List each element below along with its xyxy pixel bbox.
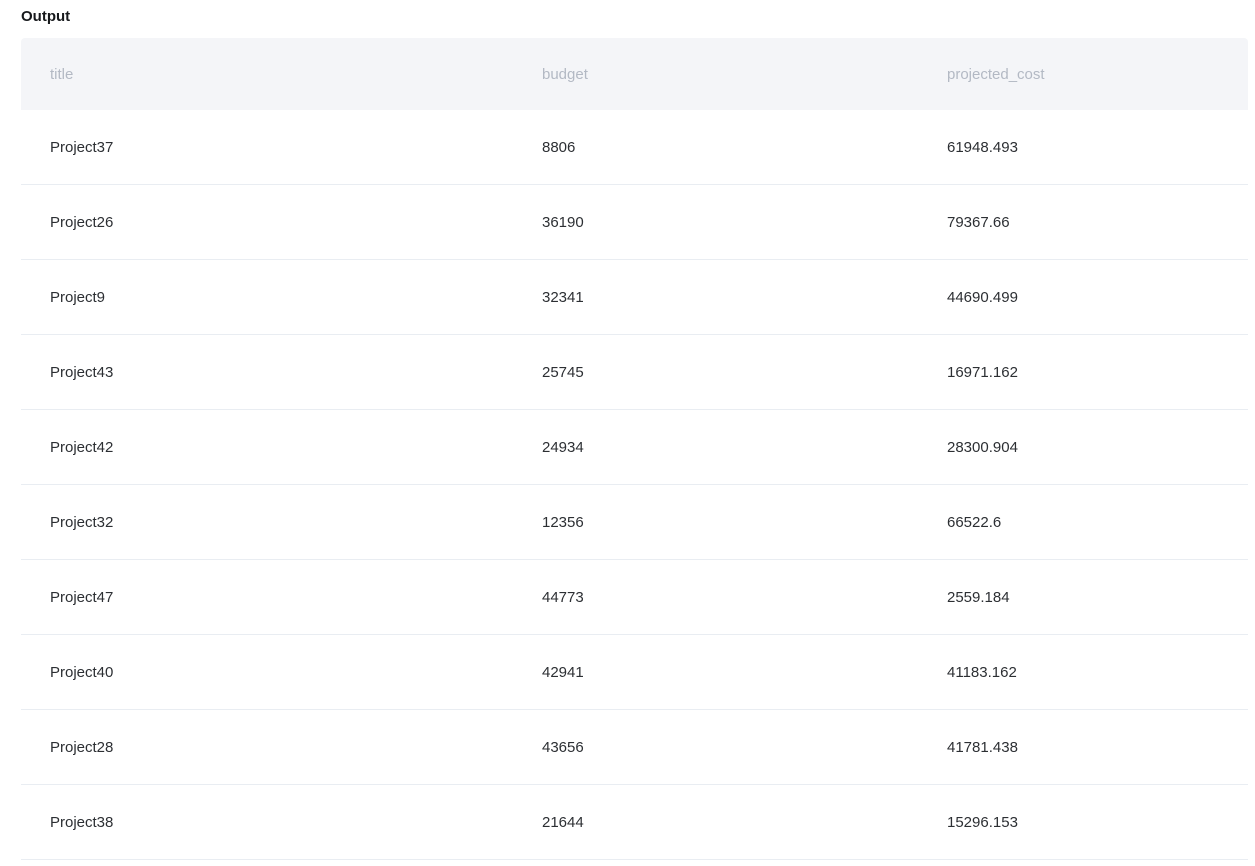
cell-projected_cost: 2559.184 xyxy=(947,588,1010,606)
cell-title: Project26 xyxy=(50,213,114,231)
output-heading: Output xyxy=(21,8,71,25)
cell-budget: 12356 xyxy=(542,513,584,531)
table-row: Project38 21644 15296.153 xyxy=(21,785,1248,860)
cell-title: Project28 xyxy=(50,738,114,756)
column-header-title: title xyxy=(50,65,74,83)
cell-projected_cost: 41781.438 xyxy=(947,738,1018,756)
table-row: Project32 12356 66522.6 xyxy=(21,485,1248,560)
cell-projected_cost: 61948.493 xyxy=(947,138,1018,156)
table-row: Project9 32341 44690.499 xyxy=(21,260,1248,335)
cell-title: Project42 xyxy=(50,438,114,456)
cell-projected_cost: 41183.162 xyxy=(947,663,1017,681)
table-row: Project26 36190 79367.66 xyxy=(21,185,1248,260)
cell-budget: 8806 xyxy=(542,138,576,156)
cell-title: Project9 xyxy=(50,288,106,306)
cell-budget: 21644 xyxy=(542,813,584,831)
table-row: Project40 42941 41183.162 xyxy=(21,635,1248,710)
table-header-row: title budget projected_cost xyxy=(21,38,1248,110)
cell-budget: 32341 xyxy=(542,288,584,306)
table-row: Project37 8806 61948.493 xyxy=(21,110,1248,185)
cell-projected_cost: 28300.904 xyxy=(947,438,1018,456)
cell-title: Project37 xyxy=(50,138,114,156)
table-row: Project43 25745 16971.162 xyxy=(21,335,1248,410)
cell-projected_cost: 16971.162 xyxy=(947,363,1018,381)
cell-title: Project40 xyxy=(50,663,114,681)
cell-projected_cost: 66522.6 xyxy=(947,513,1002,531)
cell-title: Project43 xyxy=(50,363,114,381)
output-table[interactable]: title budget projected_cost Project37 8806 6… xyxy=(21,38,1248,860)
cell-title: Project47 xyxy=(50,588,114,606)
cell-projected_cost: 15296.153 xyxy=(947,813,1018,831)
cell-budget: 43656 xyxy=(542,738,584,756)
table-row: Project47 44773 2559.184 xyxy=(21,560,1248,635)
column-header-projected_cost: projected_cost xyxy=(947,65,1045,83)
cell-title: Project32 xyxy=(50,513,114,531)
cell-projected_cost: 79367.66 xyxy=(947,213,1010,231)
column-header-budget: budget xyxy=(542,65,588,83)
cell-budget: 36190 xyxy=(542,213,584,231)
cell-budget: 42941 xyxy=(542,663,584,681)
table-row: Project42 24934 28300.904 xyxy=(21,410,1248,485)
cell-title: Project38 xyxy=(50,813,114,831)
cell-projected_cost: 44690.499 xyxy=(947,288,1018,306)
output-table-body: Project37 8806 61948.493 Project26 36190 7936… xyxy=(21,110,1248,860)
cell-budget: 44773 xyxy=(542,588,584,606)
cell-budget: 24934 xyxy=(542,438,584,456)
cell-budget: 25745 xyxy=(542,363,584,381)
table-row: Project28 43656 41781.438 xyxy=(21,710,1248,785)
